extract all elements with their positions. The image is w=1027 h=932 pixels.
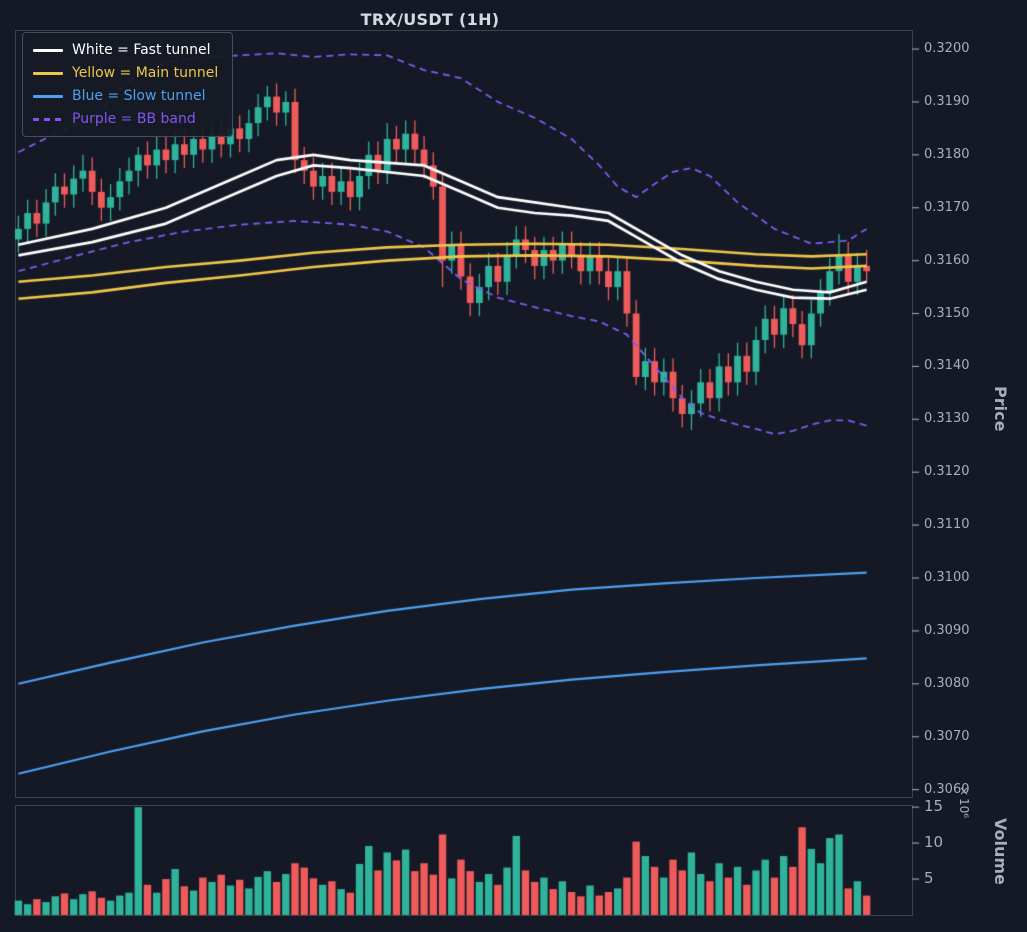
volume-axis-label: Volume — [991, 818, 1010, 885]
chart-title: TRX/USDT (1H) — [360, 10, 500, 29]
price-axis-label: Price — [991, 386, 1010, 432]
volume-tick-label: 5 — [924, 869, 934, 888]
price-tick-label: 0.3150 — [924, 305, 970, 321]
price-tick-label: 0.3110 — [924, 517, 970, 533]
legend-item-slow-tunnel: Blue = Slow tunnel — [33, 88, 218, 104]
purple-dashed-line-sample-icon — [33, 117, 63, 121]
price-tick-label: 0.3180 — [924, 146, 970, 162]
blue-line-sample-icon — [33, 94, 63, 98]
legend-item-fast-tunnel: White = Fast tunnel — [33, 42, 218, 58]
price-tick-label: 0.3080 — [924, 675, 970, 691]
legend-label: White = Fast tunnel — [72, 42, 211, 58]
price-tick-label: 0.3130 — [924, 411, 970, 427]
price-tick-label: 0.3070 — [924, 728, 970, 744]
price-tick-label: 0.3160 — [924, 252, 970, 268]
volume-tick-label: 10 — [924, 833, 944, 852]
legend-label: Purple = BB band — [72, 111, 196, 127]
legend-label: Blue = Slow tunnel — [72, 88, 206, 104]
price-tick-label: 0.3100 — [924, 570, 970, 585]
price-tick-label: 0.3060 — [924, 781, 970, 797]
price-tick-label: 0.3170 — [924, 199, 970, 215]
price-tick-label: 0.3120 — [924, 464, 970, 480]
price-tick-label: 0.3190 — [924, 93, 970, 109]
legend-box: White = Fast tunnel Yellow = Main tunnel… — [22, 32, 234, 137]
yellow-line-sample-icon — [33, 71, 63, 75]
white-line-sample-icon — [33, 48, 63, 52]
volume-tick-label: 15 — [924, 797, 944, 816]
legend-item-bb-band: Purple = BB band — [33, 111, 218, 127]
legend-item-main-tunnel: Yellow = Main tunnel — [33, 65, 218, 81]
price-tick-label: 0.3090 — [924, 622, 970, 638]
legend-label: Yellow = Main tunnel — [72, 65, 219, 81]
volume-scale-offset-label: ×10⁶ — [957, 784, 971, 819]
price-tick-label: 0.3200 — [924, 41, 970, 57]
price-tick-label: 0.3140 — [924, 358, 970, 374]
